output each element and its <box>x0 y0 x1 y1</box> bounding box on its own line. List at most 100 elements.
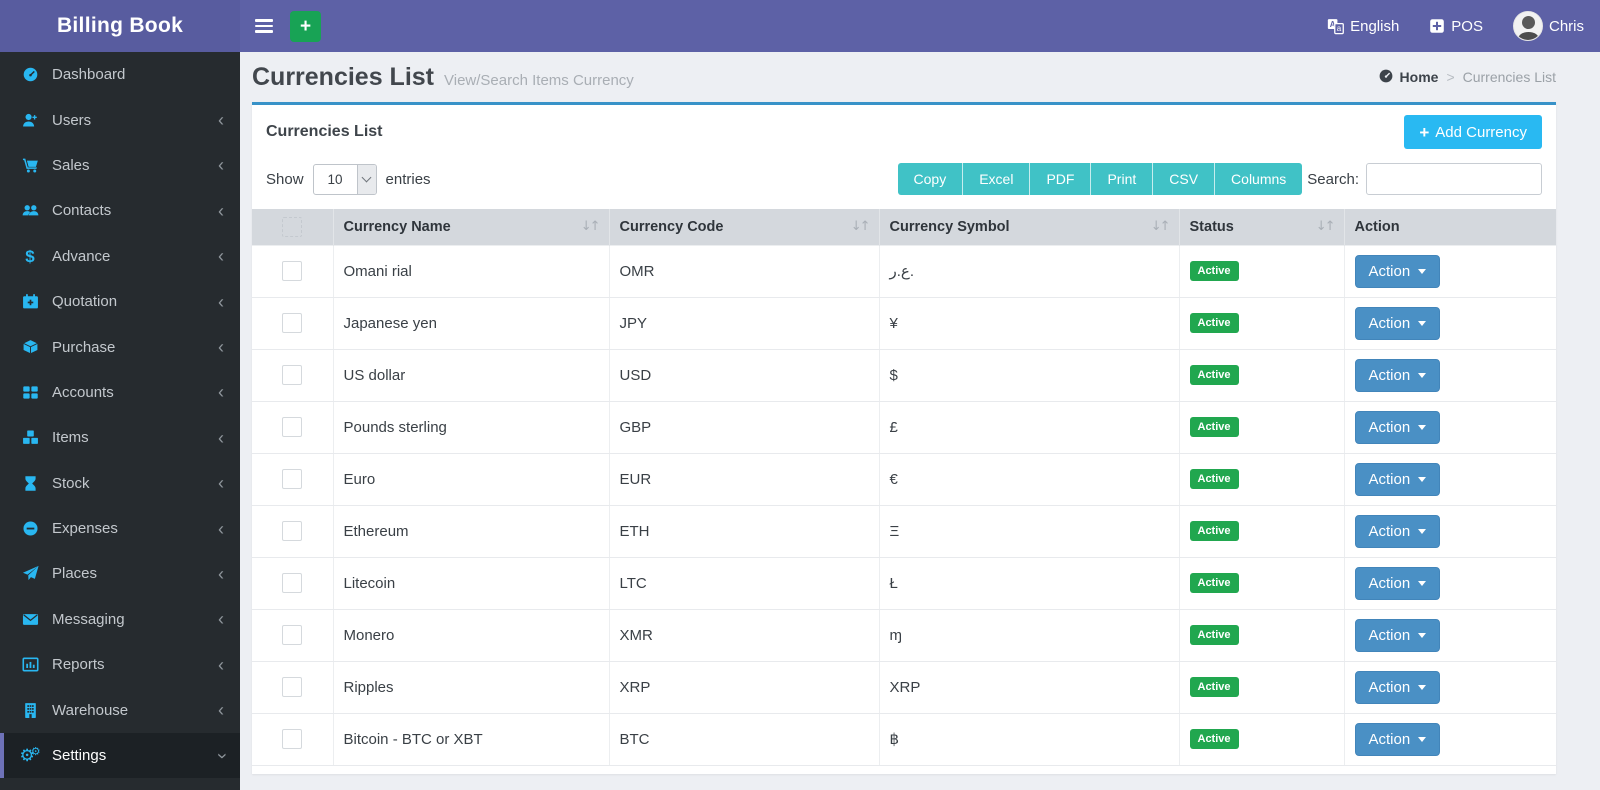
header-currency-symbol[interactable]: Currency Symbol ↓↑ <box>878 209 1179 245</box>
action-dropdown-button[interactable]: Action <box>1354 514 1441 548</box>
table-row: Ethereum ETH Ξ Active Action <box>252 505 1556 558</box>
chevron-left-icon: ‹ <box>218 700 224 721</box>
header-currency-code[interactable]: Currency Code ↓↑ <box>608 209 879 245</box>
caret-down-icon <box>1418 268 1427 274</box>
page-title: Currencies List <box>252 62 435 91</box>
sidebar-item-warehouse[interactable]: Warehouse ‹ <box>0 687 240 732</box>
hourglass-icon <box>19 475 41 492</box>
sidebar-item-reports[interactable]: Reports ‹ <box>0 642 240 687</box>
user-menu[interactable]: Chris <box>1512 11 1584 41</box>
table-row: Litecoin LTC Ł Active Action <box>252 557 1556 610</box>
table-row: Pounds sterling GBP £ Active Action <box>252 401 1556 454</box>
sidebar-item-purchase[interactable]: Purchase ‹ <box>0 324 240 369</box>
sidebar-item-label: Warehouse <box>52 701 129 719</box>
select-all-checkbox[interactable] <box>282 216 303 237</box>
copy-button[interactable]: Copy <box>897 163 963 195</box>
row-checkbox[interactable] <box>282 417 303 437</box>
sidebar-item-label: Users <box>52 111 92 129</box>
hamburger-menu-icon[interactable] <box>255 19 273 33</box>
sidebar-item-places[interactable]: Places ‹ <box>0 551 240 596</box>
select-all-header[interactable] <box>252 209 333 245</box>
sort-icon: ↓↑ <box>1315 219 1336 235</box>
search-input[interactable] <box>1366 163 1542 195</box>
add-currency-button[interactable]: + Add Currency <box>1404 115 1542 149</box>
breadcrumb-home[interactable]: Home <box>1378 68 1438 87</box>
row-checkbox[interactable] <box>282 677 303 697</box>
header-status[interactable]: Status ↓↑ <box>1178 209 1344 245</box>
row-checkbox[interactable] <box>282 625 303 645</box>
pos-menu[interactable]: POS <box>1429 18 1483 35</box>
row-checkbox[interactable] <box>282 365 303 385</box>
print-button[interactable]: Print <box>1090 163 1153 195</box>
language-label: English <box>1350 17 1400 35</box>
svg-text:a: a <box>1337 24 1342 33</box>
sidebar-item-messaging[interactable]: Messaging ‹ <box>0 597 240 642</box>
sidebar-item-label: Purchase <box>52 338 116 356</box>
chevron-left-icon: ‹ <box>218 110 224 131</box>
header-currency-name[interactable]: Currency Name ↓↑ <box>332 209 609 245</box>
sidebar-item-sales[interactable]: Sales ‹ <box>0 143 240 188</box>
pdf-button[interactable]: PDF <box>1029 163 1091 195</box>
currency-code: BTC <box>608 713 879 766</box>
action-dropdown-button[interactable]: Action <box>1354 722 1441 756</box>
sort-icon: ↓↑ <box>850 219 871 235</box>
action-dropdown-button[interactable]: Action <box>1354 462 1441 496</box>
table-row: Japanese yen JPY ¥ Active Action <box>252 297 1556 350</box>
chevron-left-icon: ‹ <box>218 382 224 403</box>
row-checkbox[interactable] <box>282 261 303 281</box>
currency-name: Monero <box>332 609 609 662</box>
action-dropdown-button[interactable]: Action <box>1354 670 1441 704</box>
currency-code: XRP <box>608 661 879 714</box>
table-row: Ripples XRP XRP Active Action <box>252 661 1556 714</box>
currency-symbol: ع.ر. <box>878 244 1179 298</box>
currency-code: JPY <box>608 297 879 350</box>
excel-button[interactable]: Excel <box>962 163 1030 195</box>
currency-symbol: ฿ <box>878 713 1179 766</box>
sidebar-item-dashboard[interactable]: Dashboard <box>0 52 240 97</box>
sidebar-item-contacts[interactable]: Contacts ‹ <box>0 188 240 233</box>
pos-label: POS <box>1451 17 1483 35</box>
action-dropdown-button[interactable]: Action <box>1354 306 1441 340</box>
currency-name: Pounds sterling <box>332 401 609 454</box>
home-gauge-icon <box>1378 68 1394 87</box>
row-checkbox[interactable] <box>282 521 303 541</box>
row-checkbox[interactable] <box>282 313 303 333</box>
currency-symbol: ɱ <box>878 609 1179 662</box>
currencies-table: Currency Name ↓↑ Currency Code ↓↑ Currency… <box>252 209 1556 766</box>
sidebar-item-users[interactable]: Users ‹ <box>0 97 240 142</box>
page-subtitle: View/Search Items Currency <box>444 71 634 89</box>
action-dropdown-button[interactable]: Action <box>1354 410 1441 444</box>
currency-symbol: € <box>878 453 1179 506</box>
sidebar-item-stock[interactable]: Stock ‹ <box>0 461 240 506</box>
sidebar-item-label: Dashboard <box>52 66 126 84</box>
chevron-down-icon: ‹ <box>211 752 231 759</box>
sidebar-item-expenses[interactable]: Expenses ‹ <box>0 506 240 551</box>
sidebar-item-items[interactable]: Items ‹ <box>0 415 240 460</box>
row-checkbox[interactable] <box>282 469 303 489</box>
action-dropdown-button[interactable]: Action <box>1354 254 1441 288</box>
panel-title: Currencies List <box>266 123 383 140</box>
bar-chart-icon <box>19 656 41 673</box>
chevron-left-icon: ‹ <box>218 473 224 494</box>
sidebar-item-quotation[interactable]: Quotation ‹ <box>0 279 240 324</box>
csv-button[interactable]: CSV <box>1152 163 1215 195</box>
status-badge: Active <box>1189 677 1239 697</box>
action-dropdown-button[interactable]: Action <box>1354 618 1441 652</box>
sidebar-item-accounts[interactable]: Accounts ‹ <box>0 370 240 415</box>
sidebar-item-settings[interactable]: ⚙⚙ Settings ‹ <box>0 732 240 779</box>
quick-add-button[interactable]: + <box>290 10 321 42</box>
action-dropdown-button[interactable]: Action <box>1354 566 1441 600</box>
status-badge: Active <box>1189 417 1239 437</box>
sidebar-item-label: Advance <box>52 247 111 265</box>
entries-select[interactable]: 10 <box>312 163 377 195</box>
sidebar-item-advance[interactable]: $ Advance ‹ <box>0 234 240 279</box>
columns-button[interactable]: Columns <box>1214 163 1303 195</box>
gauge-icon <box>19 66 41 83</box>
currency-symbol: Ξ <box>878 505 1179 558</box>
currency-name: Japanese yen <box>332 297 609 350</box>
row-checkbox[interactable] <box>282 729 303 749</box>
row-checkbox[interactable] <box>282 573 303 593</box>
action-dropdown-button[interactable]: Action <box>1354 358 1441 392</box>
sidebar-item-label: Quotation <box>52 293 118 311</box>
